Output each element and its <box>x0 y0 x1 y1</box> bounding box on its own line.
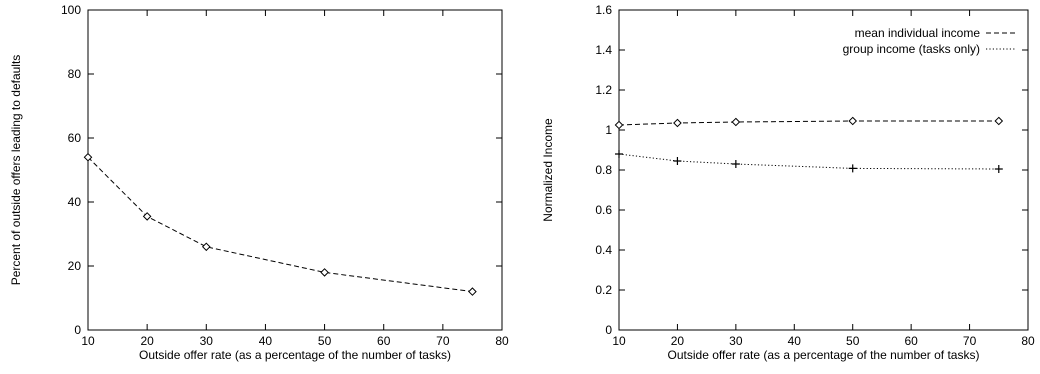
c0-y-tick-label: 20 <box>68 259 82 273</box>
c0-x-axis-label: Outside offer rate (as a percentage of t… <box>139 348 451 362</box>
c1-y-tick-label: 1.2 <box>595 83 612 97</box>
c1-y-tick-label: 0.8 <box>595 163 612 177</box>
c0-plot-frame <box>87 9 503 331</box>
c0-x-tick-label: 30 <box>200 334 214 348</box>
c1-plot-frame <box>618 9 1029 331</box>
c0-x-tick-label: 50 <box>318 334 332 348</box>
c1-y-axis-label: Normalized Income <box>541 118 555 222</box>
c1-series-0-point <box>614 120 624 130</box>
c1-y-tick-label: 0.4 <box>595 243 612 257</box>
c0-x-tick-label: 70 <box>436 334 450 348</box>
c0-x-tick-label: 80 <box>495 334 509 348</box>
c0-y-tick-label: 100 <box>61 3 81 17</box>
c1-legend-label-0: mean individual income <box>855 26 981 40</box>
c0-x-tick-label: 10 <box>81 334 95 348</box>
c1-series-1-point <box>848 164 857 173</box>
c1-y-tick-label: 1.6 <box>595 3 612 17</box>
c1-series-1-point <box>994 165 1003 173</box>
c1-y-tick-label: 0 <box>605 323 612 337</box>
c1-x-tick-label: 60 <box>904 334 918 348</box>
c1-y-tick-label: 0.2 <box>595 283 612 297</box>
c1-x-axis-label: Outside offer rate (as a percentage of t… <box>668 348 980 362</box>
c1-x-tick-label: 80 <box>1021 334 1035 348</box>
c1-y-tick-label: 1.4 <box>595 43 612 57</box>
c0-y-tick-label: 80 <box>68 67 82 81</box>
c1-x-tick-label: 50 <box>846 334 860 348</box>
c1-series-1-point <box>673 157 682 165</box>
c1-series-0-point <box>673 118 682 128</box>
c1-x-tick-label: 70 <box>963 334 977 348</box>
c0-series-0-point <box>83 152 93 162</box>
c1-series-0-point <box>994 116 1004 126</box>
c0-y-tick-label: 0 <box>74 323 81 337</box>
chart-default-rate: 10 20 30 40 50 60 70 80 0 20 40 60 80 100 Outside offe… <box>9 3 509 362</box>
c0-y-tick-label: 60 <box>68 131 82 145</box>
c1-series-1-line <box>618 153 999 170</box>
c0-series-0-line <box>87 156 473 293</box>
c1-x-tick-label: 20 <box>671 334 685 348</box>
c1-series-0-point <box>848 116 858 126</box>
c1-series-1-point <box>615 150 623 158</box>
c1-legend-label-1: group income (tasks only) <box>843 42 980 56</box>
c0-series-0-point <box>468 287 477 296</box>
c0-series-0-point <box>320 268 329 277</box>
c0-series-0-point <box>142 212 152 221</box>
c1-x-tick-label: 40 <box>788 334 802 348</box>
c1-y-tick-label: 0.6 <box>595 203 612 217</box>
c0-x-tick-label: 60 <box>377 334 391 348</box>
c0-series-0-point <box>201 242 211 252</box>
chart-normalized-income: 10 20 30 40 50 60 70 80 0 0.2 0.4 0.6 0.8 1 1.2 1.4 1.6 O… <box>541 3 1035 362</box>
c0-x-tick-label: 20 <box>140 334 154 348</box>
c1-x-tick-label: 30 <box>729 334 743 348</box>
c1-series-1-point <box>731 160 740 168</box>
c1-x-tick-label: 10 <box>612 334 626 348</box>
c0-y-axis-label: Percent of outside offers leading to def… <box>9 55 23 286</box>
c0-x-tick-label: 40 <box>259 334 273 348</box>
c1-y-tick-label: 1 <box>605 123 612 137</box>
c1-series-0-point <box>731 117 741 127</box>
c0-y-tick-label: 40 <box>68 195 82 209</box>
